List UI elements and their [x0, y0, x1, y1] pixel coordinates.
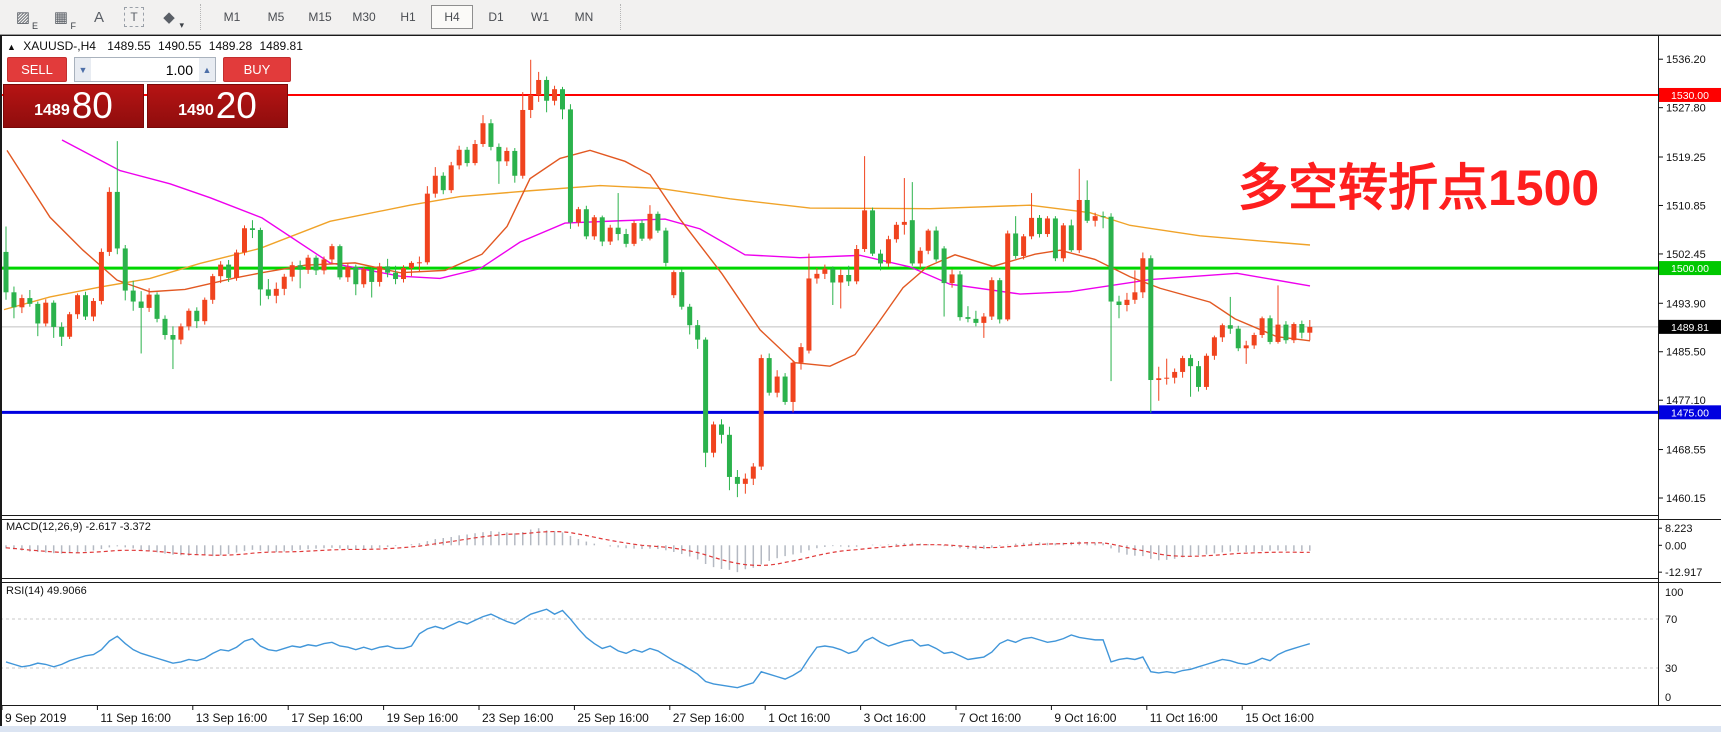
- buy-button[interactable]: BUY: [223, 57, 291, 82]
- timeframe-button-w1[interactable]: W1: [531, 10, 549, 24]
- svg-text:1468.55: 1468.55: [1666, 445, 1706, 457]
- macd-label: MACD(12,26,9) -2.617 -3.372: [6, 521, 151, 533]
- ohlc-close: 1489.81: [259, 39, 303, 53]
- svg-text:1493.90: 1493.90: [1666, 298, 1706, 310]
- svg-text:0.00: 0.00: [1665, 540, 1686, 552]
- time-axis-label: 7 Oct 16:00: [959, 711, 1021, 725]
- status-strip: [0, 726, 1721, 732]
- svg-text:0: 0: [1665, 692, 1671, 704]
- svg-text:100: 100: [1665, 587, 1683, 599]
- svg-text:1477.10: 1477.10: [1666, 395, 1706, 407]
- svg-text:70: 70: [1665, 614, 1677, 626]
- volume-input[interactable]: [91, 58, 199, 81]
- svg-text:1500.00: 1500.00: [1671, 263, 1709, 275]
- sell-quote[interactable]: 1489 80: [3, 84, 144, 128]
- sell-button[interactable]: SELL: [7, 57, 67, 82]
- timeframe-button-h1[interactable]: H1: [400, 10, 416, 24]
- rsi-label: RSI(14) 49.9066: [6, 585, 87, 597]
- time-axis-label: 3 Oct 16:00: [864, 711, 926, 725]
- toolbar-separator-2: [620, 4, 622, 30]
- text-label-icon[interactable]: A: [93, 8, 104, 26]
- timeframe-button-m1[interactable]: M1: [223, 10, 241, 24]
- trade-panel: SELL ▼ ▲ BUY 1489 80 1490 20: [3, 57, 291, 128]
- timeframe-button-m15[interactable]: M15: [308, 10, 332, 24]
- sell-price-stem: 1489: [34, 102, 70, 119]
- text-box-icon[interactable]: T: [124, 7, 144, 27]
- time-axis-label: 11 Oct 16:00: [1150, 711, 1218, 725]
- annotation-text: 多空转折点1500: [1238, 160, 1600, 216]
- time-axis-label: 9 Sep 2019: [5, 711, 67, 725]
- time-axis-label: 23 Sep 16:00: [482, 711, 554, 725]
- toolbar: ▨ E ▦ F A T ◆ ▾ M1 M5 M15 M30 H1 H4 D1 W1 MN: [0, 0, 1721, 35]
- timeframe-button-mn[interactable]: MN: [574, 10, 594, 24]
- volume-decrease-button[interactable]: ▼: [75, 58, 91, 81]
- chart-title: ▲ XAUUSD-,H4 1489.55 1490.55 1489.28 148…: [7, 39, 303, 53]
- svg-text:1489.81: 1489.81: [1671, 322, 1709, 334]
- time-axis-label: 13 Sep 16:00: [196, 711, 268, 725]
- grid-fibonacci-icon[interactable]: ▦ F: [53, 9, 76, 31]
- sell-price-pips: 80: [71, 85, 113, 126]
- time-axis-label: 9 Oct 16:00: [1054, 711, 1116, 725]
- ohlc-open: 1489.55: [107, 39, 151, 53]
- svg-text:1536.20: 1536.20: [1666, 54, 1706, 66]
- svg-text:1485.50: 1485.50: [1666, 347, 1706, 359]
- window-left-border: [0, 35, 2, 732]
- ohlc-low: 1489.28: [208, 39, 253, 53]
- time-axis-label: 15 Oct 16:00: [1245, 711, 1314, 725]
- time-axis-label: 25 Sep 16:00: [577, 711, 649, 725]
- timeframe-button-m30[interactable]: M30: [352, 10, 376, 24]
- timeframe-button-m5[interactable]: M5: [267, 10, 285, 24]
- buy-quote[interactable]: 1490 20: [147, 84, 288, 128]
- svg-text:1510.85: 1510.85: [1666, 200, 1706, 212]
- time-axis-label: 17 Sep 16:00: [291, 711, 363, 725]
- svg-text:1502.45: 1502.45: [1666, 249, 1706, 261]
- time-axis-label: 1 Oct 16:00: [768, 711, 830, 725]
- timeframe-button-h4[interactable]: H4: [431, 5, 473, 29]
- chart-area: 1536.20 1527.80 1519.25 1510.85 1502.45 1493.…: [0, 35, 1721, 732]
- buy-price-stem: 1490: [178, 102, 214, 119]
- volume-increase-button[interactable]: ▲: [199, 58, 215, 81]
- drawing-tools-group: ▨ E ▦ F A T ◆ ▾: [0, 5, 192, 31]
- collapse-triangle-icon[interactable]: ▲: [7, 42, 16, 52]
- svg-text:1519.25: 1519.25: [1666, 152, 1706, 164]
- timeframe-button-d1[interactable]: D1: [488, 10, 504, 24]
- time-axis-label: 27 Sep 16:00: [673, 711, 745, 725]
- volume-stepper: ▼ ▲: [74, 57, 216, 82]
- shapes-dropdown-icon[interactable]: ◆ ▾: [163, 9, 184, 30]
- svg-text:1527.80: 1527.80: [1666, 103, 1706, 115]
- ohlc-high: 1490.55: [158, 39, 202, 53]
- svg-text:1475.00: 1475.00: [1671, 407, 1709, 419]
- svg-text:1530.00: 1530.00: [1671, 90, 1709, 102]
- buy-price-pips: 20: [215, 85, 257, 126]
- price-chart-canvas: 1536.20 1527.80 1519.25 1510.85 1502.45 1493.…: [0, 35, 1721, 725]
- time-axis-label: 11 Sep 16:00: [100, 711, 171, 725]
- svg-text:8.223: 8.223: [1665, 523, 1693, 535]
- toolbar-separator: [200, 4, 202, 30]
- time-axis-label: 19 Sep 16:00: [387, 711, 459, 725]
- timeframe-bar: M1 M5 M15 M30 H1 H4 D1 W1 MN: [210, 5, 606, 29]
- svg-text:-12.917: -12.917: [1665, 567, 1702, 579]
- svg-text:1460.15: 1460.15: [1666, 493, 1706, 505]
- symbol-period-label: XAUUSD-,H4: [23, 39, 96, 53]
- svg-text:30: 30: [1665, 663, 1677, 675]
- crosshatch-channel-icon[interactable]: ▨ E: [15, 9, 38, 31]
